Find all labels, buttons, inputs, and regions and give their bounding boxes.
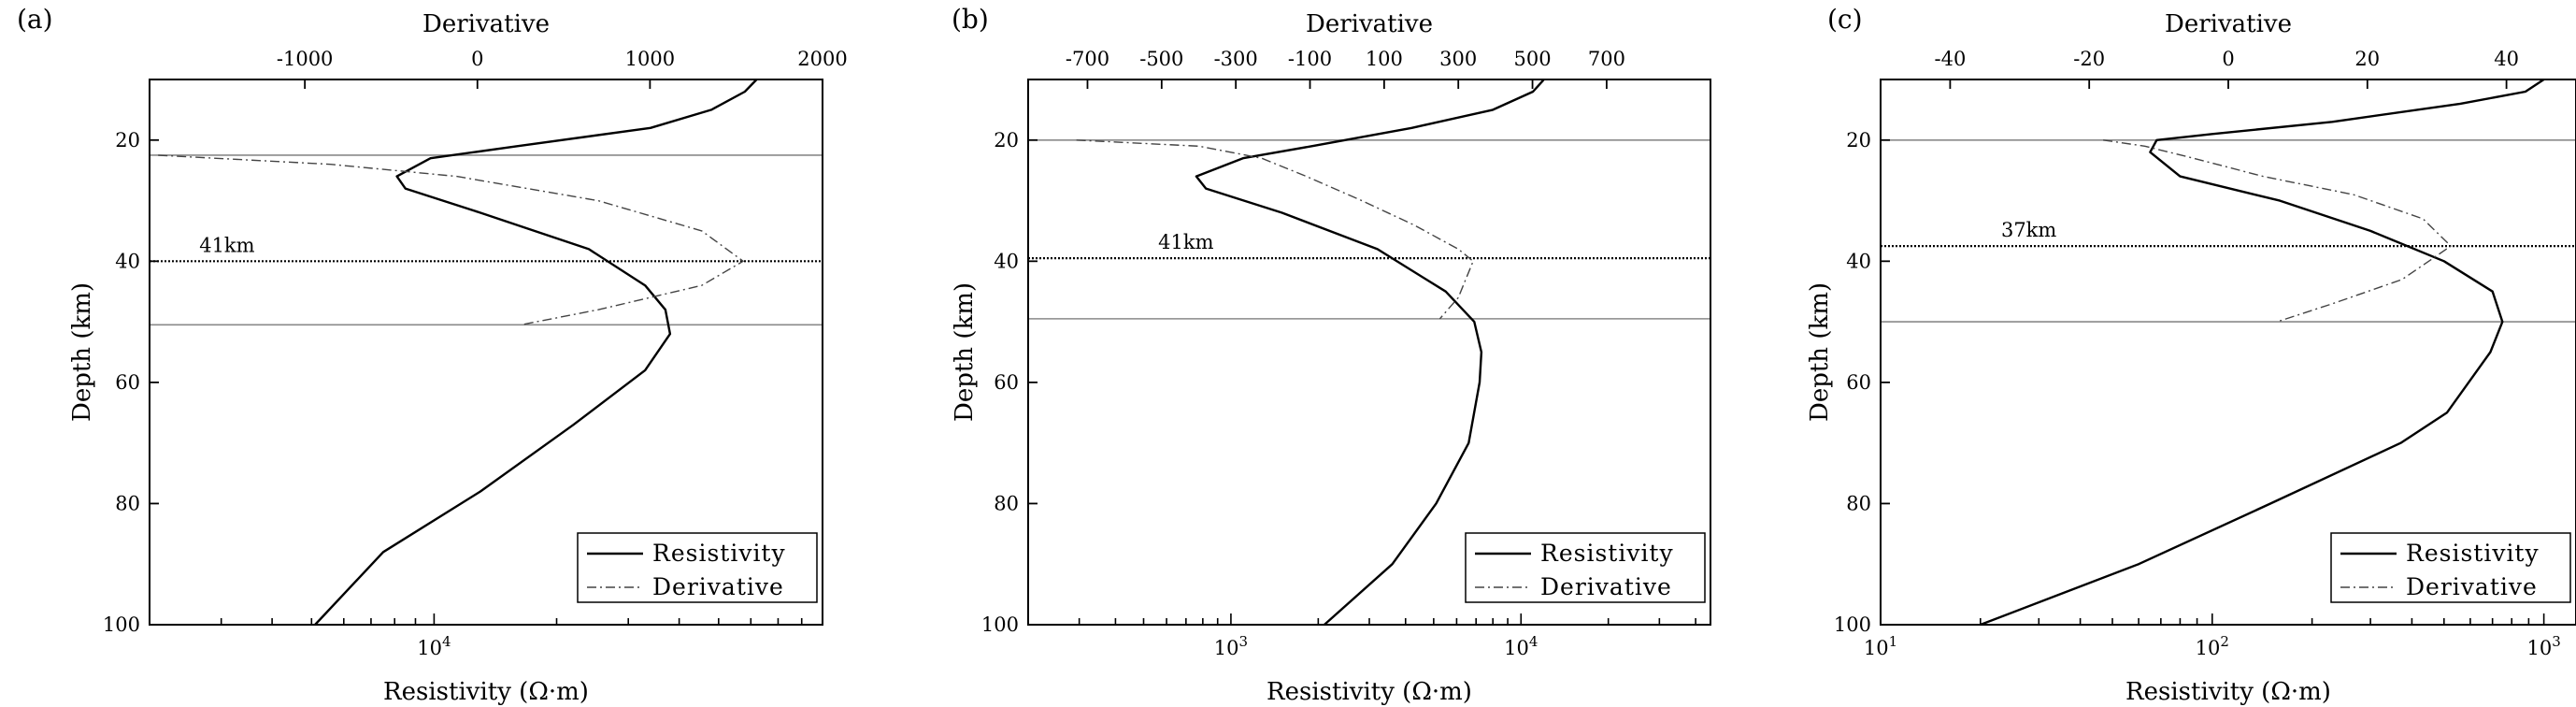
top-tick-label: -500 <box>1139 48 1183 70</box>
plot-frame <box>149 79 823 626</box>
top-tick-label: -300 <box>1214 48 1258 70</box>
top-tick-label: 0 <box>471 48 483 70</box>
top-tick-label: 300 <box>1439 48 1477 70</box>
x-axis-label: Resistivity (Ω·m) <box>383 678 589 706</box>
y-tick-label: 40 <box>994 250 1019 272</box>
y-tick-label: 100 <box>1834 613 1871 636</box>
legend: Resistivity Derivative <box>577 532 818 603</box>
y-tick-label: 100 <box>103 613 140 636</box>
y-tick-label: 20 <box>1846 129 1871 152</box>
top-tick-label: 700 <box>1588 48 1625 70</box>
top-tick-label: -40 <box>1934 48 1966 70</box>
panel-label: (b) <box>952 4 989 35</box>
panel-label: (c) <box>1827 4 1863 35</box>
y-tick-label: 80 <box>1846 492 1871 514</box>
legend-label-derivative: Derivative <box>1540 573 1672 600</box>
y-tick-label: 80 <box>115 492 140 514</box>
top-tick-label: 40 <box>2494 48 2519 70</box>
top-tick-label: 0 <box>2222 48 2234 70</box>
legend-box <box>1465 532 1706 603</box>
legend-box <box>577 532 818 603</box>
y-tick-label: 60 <box>994 371 1019 394</box>
panel-label: (a) <box>17 4 53 35</box>
legend-label-resistivity: Resistivity <box>652 540 786 567</box>
y-axis-label: Depth (km) <box>1806 282 1834 422</box>
top-tick-label: 20 <box>2354 48 2380 70</box>
series-line-derivative <box>158 154 744 326</box>
top-tick-label: -20 <box>2073 48 2105 70</box>
legend-box <box>2330 532 2571 603</box>
depth-annotation: 41km <box>1158 231 1213 253</box>
x-axis-label: Resistivity (Ω·m) <box>2125 678 2331 706</box>
y-tick-label: 20 <box>115 129 140 152</box>
bottom-tick-label: 104 <box>1504 633 1538 659</box>
x-axis-label: Resistivity (Ω·m) <box>1267 678 1472 706</box>
y-axis-label: Depth (km) <box>68 282 96 422</box>
top-axis-label: Derivative <box>422 10 550 38</box>
legend: Resistivity Derivative <box>1465 532 1706 603</box>
depth-annotation: 41km <box>199 234 254 256</box>
panel-c: (c) Derivative -40 -20 0 20 40 101 102 103 Resisti… <box>1806 4 2576 706</box>
top-tick-label: -100 <box>1288 48 1332 70</box>
y-tick-label: 40 <box>1846 250 1871 272</box>
top-tick-label: 500 <box>1514 48 1552 70</box>
top-tick-label: -1000 <box>277 48 334 70</box>
legend-label-derivative: Derivative <box>652 573 784 600</box>
depth-annotation: 37km <box>2001 219 2056 241</box>
y-tick-label: 60 <box>1846 371 1871 394</box>
y-tick-label: 60 <box>115 371 140 394</box>
top-tick-label: 1000 <box>625 48 675 70</box>
top-tick-label: 2000 <box>797 48 847 70</box>
panel-b: (b) Derivative -700 -500 -300 -100 100 300 500 70… <box>951 4 1711 706</box>
y-tick-label: 20 <box>994 129 1019 152</box>
series-line-derivative <box>2102 139 2452 323</box>
bottom-tick-label: 103 <box>1214 633 1248 659</box>
top-tick-label: -700 <box>1066 48 1109 70</box>
top-axis-label: Derivative <box>1306 10 1433 38</box>
series-line-derivative <box>1076 139 1474 320</box>
y-tick-label: 80 <box>994 492 1019 514</box>
legend: Resistivity Derivative <box>2330 532 2571 603</box>
y-tick-label: 40 <box>115 250 140 272</box>
legend-label-derivative: Derivative <box>2406 573 2538 600</box>
bottom-tick-label: 104 <box>417 633 451 659</box>
y-tick-label: 100 <box>981 613 1019 636</box>
series-line-resistivity <box>1980 78 2545 627</box>
bottom-tick-label: 102 <box>2196 633 2229 659</box>
bottom-tick-label: 101 <box>1864 633 1897 659</box>
legend-label-resistivity: Resistivity <box>2406 540 2540 567</box>
panel-a: (a) Derivative -1000 0 1000 2000 104 Resistivit… <box>17 4 848 706</box>
top-axis-label: Derivative <box>2165 10 2292 38</box>
bottom-tick-label: 103 <box>2526 633 2560 659</box>
legend-label-resistivity: Resistivity <box>1540 540 1674 567</box>
top-tick-label: 100 <box>1366 48 1403 70</box>
series-line-resistivity <box>314 79 758 626</box>
y-axis-label: Depth (km) <box>951 282 979 422</box>
series-line-resistivity <box>1195 79 1545 626</box>
